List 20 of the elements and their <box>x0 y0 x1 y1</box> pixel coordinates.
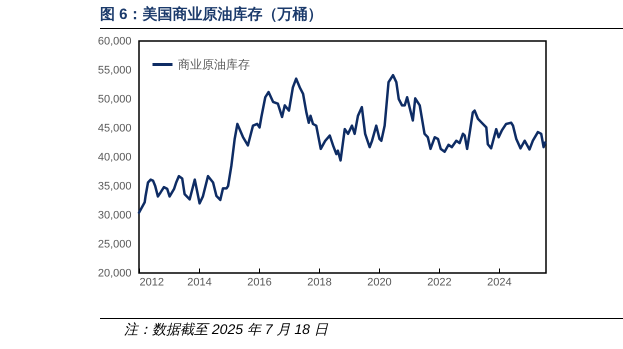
x-tick-label: 2012 <box>140 276 164 288</box>
x-tick-label: 2024 <box>487 276 512 288</box>
text: 注：数据截至 2025 年 7 月 18 日 <box>100 318 623 339</box>
legend-label: 商业原油库存 <box>178 58 250 72</box>
x-tick-label: 2016 <box>247 276 272 288</box>
x-tick-label: 2014 <box>187 276 212 288</box>
y-tick-label: 25,000 <box>98 238 132 250</box>
x-tick-label: 2020 <box>367 276 392 288</box>
line-series <box>138 74 546 214</box>
y-tick-label: 45,000 <box>98 122 132 134</box>
y-tick-label: 55,000 <box>98 64 132 76</box>
x-tick-label: 2022 <box>427 276 452 288</box>
y-tick-label: 35,000 <box>98 180 132 192</box>
x-tick-label: 2018 <box>307 276 332 288</box>
y-tick-label: 20,000 <box>98 268 132 280</box>
y-tick-label: 40,000 <box>98 152 132 164</box>
chart-title: 图 6：美国商业原油库存（万桶） <box>100 5 623 29</box>
y-tick-label: 50,000 <box>98 94 132 106</box>
y-tick-label: 60,000 <box>98 36 132 48</box>
y-tick-label: 30,000 <box>98 210 132 222</box>
